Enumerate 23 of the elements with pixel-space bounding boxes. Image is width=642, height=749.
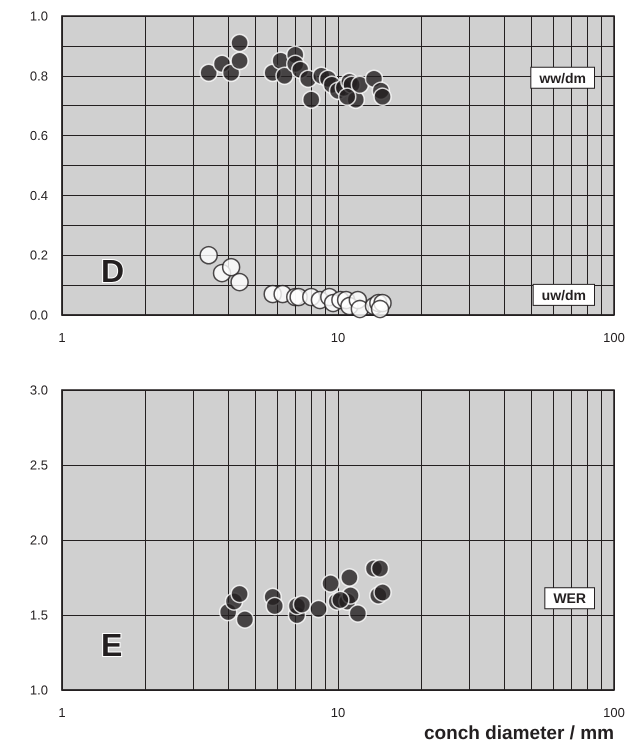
text: ww/dm — [538, 70, 586, 86]
text: uw/dm — [542, 286, 586, 303]
text: WER — [553, 590, 586, 606]
y-tick-label: 2.0 — [30, 532, 48, 548]
y-tick-label: 0.4 — [30, 188, 48, 203]
x-tick-label: 100 — [603, 330, 625, 345]
annotation: D — [101, 253, 124, 289]
x-tick-label: 10 — [330, 330, 346, 345]
x-tick-label: 1 — [58, 330, 66, 345]
y-tick-label: 0.0 — [30, 308, 48, 322]
x-axis-title: conch diameter / mm — [424, 723, 614, 744]
x-tick-label: 100 — [603, 705, 625, 720]
y-tick-label: 0.8 — [30, 68, 48, 84]
y-tick-label: 3.0 — [30, 382, 48, 398]
x-tick-label: 1 — [58, 705, 66, 720]
y-tick-label: 2.5 — [30, 458, 48, 472]
x-tick-label: 10 — [330, 705, 346, 720]
y-tick-label: 0.6 — [30, 128, 48, 144]
y-tick-label: 1.5 — [30, 608, 48, 622]
y-tick-label: 0.2 — [30, 248, 48, 263]
y-tick-label: 1.0 — [30, 8, 48, 24]
y-tick-label: 1.0 — [30, 682, 48, 698]
annotation: E — [101, 627, 122, 663]
